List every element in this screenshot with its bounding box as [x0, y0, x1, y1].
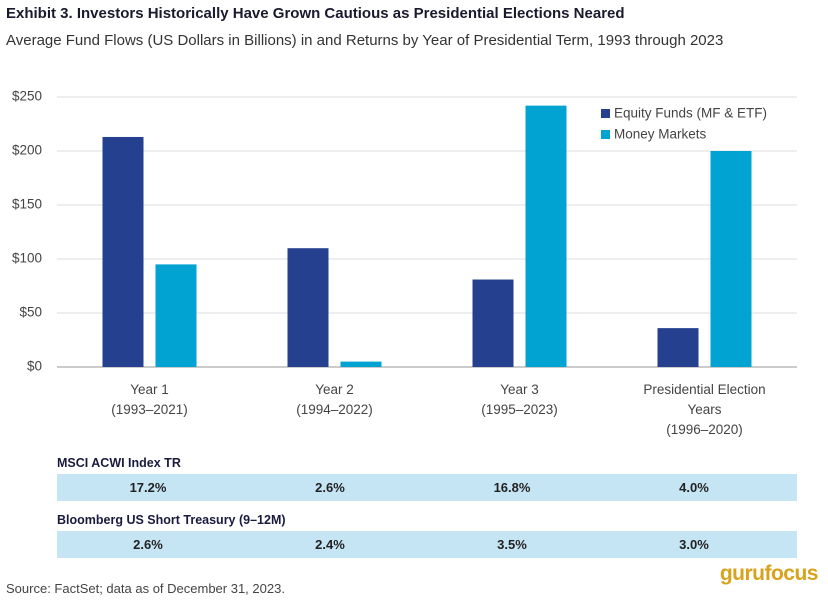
table-cell: 2.6%	[133, 537, 163, 552]
table: Bloomberg US Short Treasury (9–12M) 2.6%…	[57, 513, 797, 558]
bar	[657, 328, 699, 367]
bar	[287, 248, 329, 367]
table-row: 2.6% 2.4% 3.5% 3.0%	[57, 531, 797, 558]
legend-swatch	[601, 109, 610, 118]
table-cell: 4.0%	[679, 480, 709, 495]
y-tick-label: $0	[27, 359, 42, 374]
legend-label: Money Markets	[614, 127, 707, 142]
chart-title: Exhibit 3. Investors Historically Have G…	[6, 5, 625, 22]
y-tick-label: $150	[12, 197, 42, 212]
table: MSCI ACWI Index TR 17.2% 2.6% 16.8% 4.0%	[57, 456, 797, 501]
y-tick-label: $200	[12, 143, 42, 158]
table-cell: 17.2%	[129, 480, 167, 495]
x-tick-label: Year 1 (1993–2021)	[111, 382, 188, 417]
table-cell: 16.8%	[493, 480, 531, 495]
source: Source: FactSet; data as of December 31,…	[6, 581, 285, 596]
y-tick-label: $50	[19, 305, 42, 320]
bar	[525, 105, 567, 367]
table-cell: 2.6%	[315, 480, 345, 495]
y-tick-label: $250	[12, 89, 42, 104]
table-row: 17.2% 2.6% 16.8% 4.0%	[57, 474, 797, 501]
table-cell: 2.4%	[315, 537, 345, 552]
bar	[340, 361, 382, 367]
y-tick-label: $100	[12, 251, 42, 266]
bar	[710, 151, 752, 367]
table-title: MSCI ACWI Index TR	[57, 456, 181, 470]
x-tick-label: Year 2 (1994–2022)	[296, 382, 373, 417]
table-cell: 3.5%	[497, 537, 527, 552]
x-tick-label: Year 3 (1995–2023)	[481, 382, 558, 417]
watermark: gurufocus	[719, 562, 819, 585]
bar	[102, 136, 144, 367]
bar	[155, 264, 197, 367]
chart-subtitle: Average Fund Flows (US Dollars in Billio…	[6, 32, 724, 49]
table-title: Bloomberg US Short Treasury (9–12M)	[57, 513, 286, 527]
x-tick-label: Presidential Election Years (1996–2020)	[643, 382, 765, 437]
chart: $0 $50 $100 $150 $200 $250 Year 1 (1993–2021) Ye…	[12, 89, 797, 437]
table-cell: 3.0%	[679, 537, 709, 552]
legend-label: Equity Funds (MF & ETF)	[614, 106, 767, 121]
bar	[472, 279, 514, 367]
legend-swatch	[601, 130, 610, 139]
